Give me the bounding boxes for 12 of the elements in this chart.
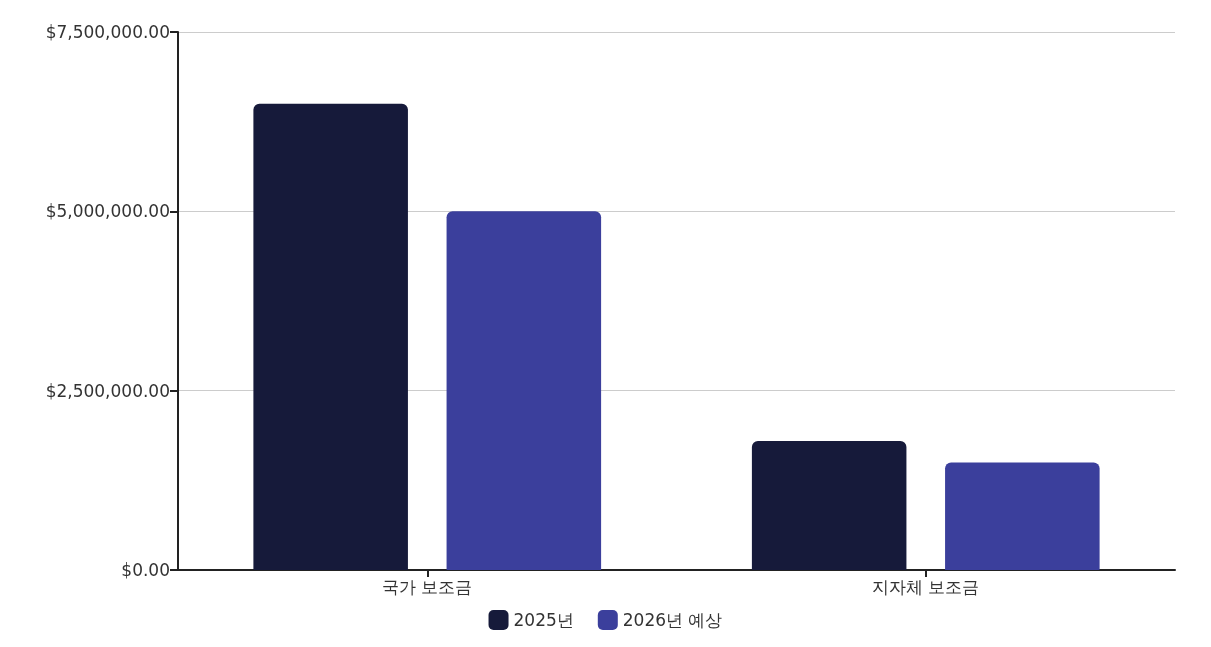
y-tick-label: $7,500,000.00 [45,22,170,42]
y-tick-label: $0.00 [121,560,170,580]
legend-label: 2026년 예상 [622,610,723,630]
bar [751,440,907,570]
y-tick-label: $5,000,000.00 [45,201,170,222]
y-tick-label: $2,500,000.00 [45,380,170,401]
bar [446,211,602,570]
x-tick-label: 지자체 보조금 [872,576,980,597]
legend-label: 2025년 [513,610,574,630]
bar [945,462,1100,570]
x-tick-label: 국가 보조금 [382,576,473,597]
bar [253,103,408,570]
